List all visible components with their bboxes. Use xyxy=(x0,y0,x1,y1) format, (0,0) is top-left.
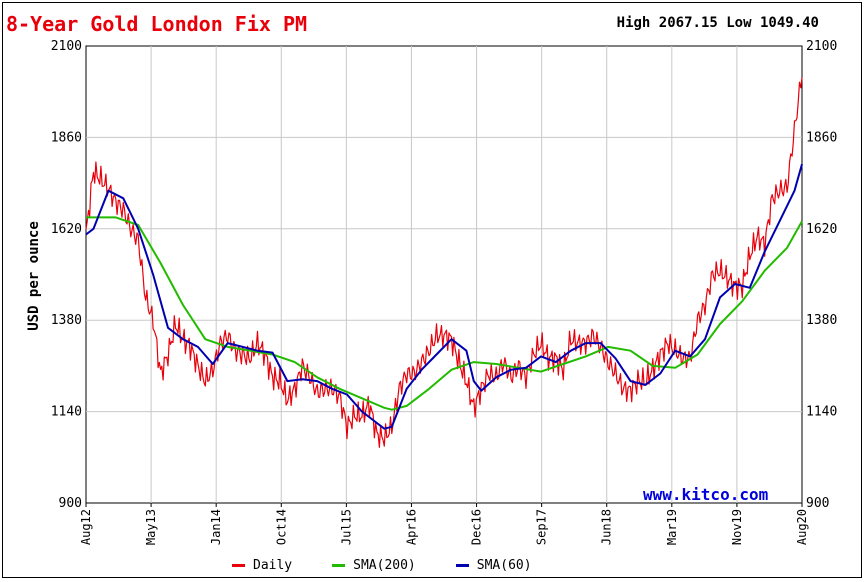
y-tick-label-right: 1380 xyxy=(806,313,837,328)
x-tick-label: Aug20 xyxy=(795,509,809,545)
y-tick-label-right: 1860 xyxy=(806,130,837,145)
x-tick-label: Dec16 xyxy=(470,509,484,545)
legend-item-sma60: SMA(60) xyxy=(455,558,532,573)
y-axis-label: USD per ounce xyxy=(26,221,42,331)
y-tick-label-right: 2100 xyxy=(806,39,837,54)
x-tick-label: Sep17 xyxy=(535,509,549,545)
legend-item-daily: Daily xyxy=(232,558,292,573)
x-tick-label: Aug12 xyxy=(79,509,93,545)
high-value: 2067.15 xyxy=(658,15,718,31)
daily-series-line xyxy=(85,77,803,448)
y-tick-label-right: 1620 xyxy=(806,222,837,237)
high-low-summary: High 2067.15 Low 1049.40 xyxy=(617,15,819,31)
legend-swatch-sma200 xyxy=(332,564,346,567)
x-tick-label: May13 xyxy=(144,509,158,545)
legend-swatch-sma60 xyxy=(455,564,469,567)
legend-label-sma200: SMA(200) xyxy=(353,558,416,573)
high-label: High xyxy=(616,15,651,31)
x-tick-label: Jun18 xyxy=(600,509,614,545)
low-value: 1049.40 xyxy=(759,15,819,31)
y-tick-label-left: 900 xyxy=(59,496,82,511)
x-tick-label: Nov19 xyxy=(730,509,744,545)
y-tick-label-left: 2100 xyxy=(51,39,82,54)
chart-title: 8-Year Gold London Fix PM xyxy=(6,12,308,36)
legend-label-daily: Daily xyxy=(253,558,293,573)
x-tick-label: Jan14 xyxy=(209,509,223,545)
y-tick-label-right: 1140 xyxy=(806,405,837,420)
y-tick-label-right: 900 xyxy=(806,496,829,511)
low-label: Low xyxy=(726,15,752,31)
y-tick-label-left: 1140 xyxy=(51,405,82,420)
plot-area xyxy=(85,45,803,504)
sma200-series-line xyxy=(86,216,803,411)
sma60-series-line xyxy=(85,163,803,430)
y-tick-label-left: 1380 xyxy=(51,313,82,328)
legend: Daily SMA(200) SMA(60) xyxy=(232,558,572,573)
kitco-watermark[interactable]: www.kitco.com xyxy=(643,485,769,504)
x-tick-label: Mar19 xyxy=(665,509,679,545)
x-tick-label: Jul15 xyxy=(339,509,353,545)
legend-item-sma200: SMA(200) xyxy=(332,558,416,573)
legend-swatch-daily xyxy=(232,564,245,567)
y-tick-label-left: 1860 xyxy=(51,130,82,145)
legend-label-sma60: SMA(60) xyxy=(476,558,532,573)
x-tick-label: Apr16 xyxy=(404,509,418,545)
y-tick-label-left: 1620 xyxy=(51,222,82,237)
x-tick-label: Oct14 xyxy=(274,509,288,545)
